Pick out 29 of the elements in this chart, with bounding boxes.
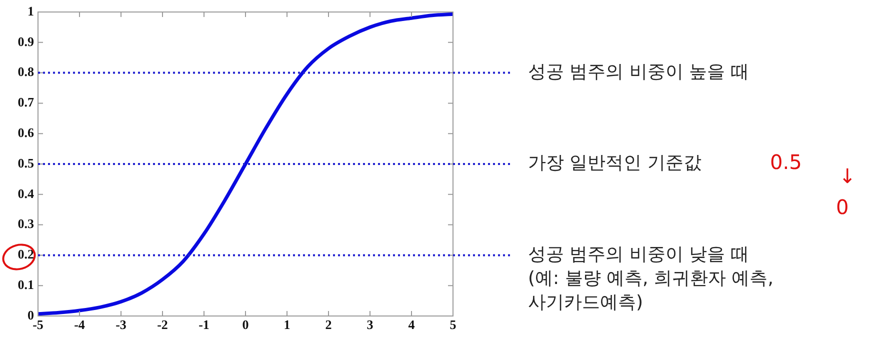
x-tick-label: 5 bbox=[450, 317, 457, 332]
y-tick-label: 0.5 bbox=[18, 155, 34, 170]
x-tick-label: 4 bbox=[408, 317, 416, 332]
text: ↓ bbox=[839, 164, 856, 188]
x-tick-label: 3 bbox=[366, 317, 374, 332]
text: 0 bbox=[836, 195, 849, 219]
ref-line-label: 성공 범주의 비중이 높을 때 bbox=[528, 61, 749, 82]
y-tick-label: 1 bbox=[28, 3, 34, 18]
y-tick-label: 0.8 bbox=[18, 64, 34, 80]
x-tick-label: -5 bbox=[32, 317, 44, 332]
y-tick-label: 0.7 bbox=[18, 94, 34, 110]
text: 0.5 bbox=[770, 150, 802, 174]
y-tick-label: 0.1 bbox=[18, 276, 34, 292]
y-tick-label: 0.3 bbox=[18, 216, 34, 232]
y-tick-label: 0.9 bbox=[18, 34, 34, 49]
x-tick-label: -3 bbox=[116, 317, 127, 332]
x-tick-label: 1 bbox=[284, 317, 290, 332]
ref-line-label: 성공 범주의 비중이 낮을 때 (예: 불량 예측, 희귀환자 예측, 사기카드예측) bbox=[528, 244, 774, 313]
ref-line-label: 가장 일반적인 기준값 bbox=[528, 152, 702, 174]
x-tick-label: -1 bbox=[198, 317, 210, 332]
x-tick-label: -2 bbox=[157, 317, 168, 332]
y-tick-label: 0 bbox=[28, 307, 34, 322]
x-tick-label: 0 bbox=[242, 317, 249, 332]
line-series bbox=[38, 12, 453, 316]
y-tick-label: 0.4 bbox=[18, 186, 34, 201]
y-tick-label: 0.2 bbox=[18, 246, 34, 262]
y-tick-label: 0.6 bbox=[18, 124, 34, 140]
x-tick-label: 2 bbox=[325, 317, 332, 332]
x-tick-label: -4 bbox=[74, 317, 86, 332]
